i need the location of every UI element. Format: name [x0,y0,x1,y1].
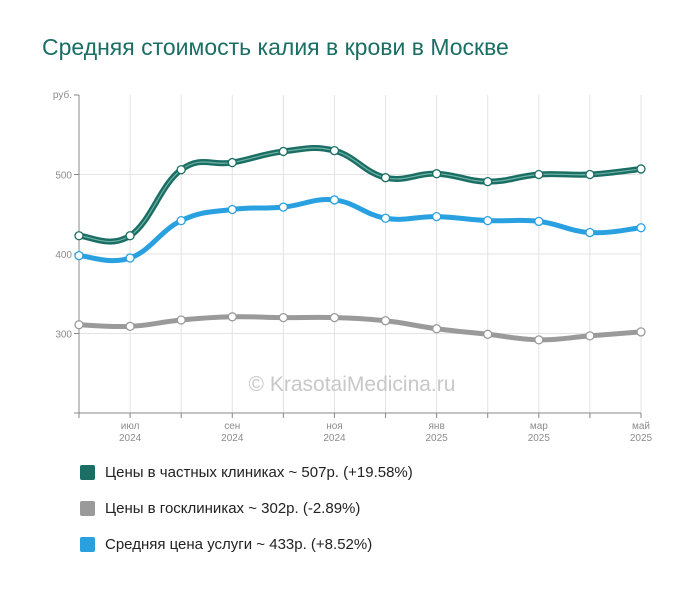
axis-ticks: 300400500руб.июл2024сен2024ноя2024янв202… [53,89,653,444]
data-point [534,335,544,345]
data-point [329,145,340,156]
grid [79,95,642,413]
data-point [636,164,646,174]
data-point [227,204,237,215]
data-point [176,165,186,175]
data-point [431,324,442,334]
data-point [74,320,84,330]
data-point [74,250,84,261]
legend-label-average: Средняя цена услуги ~ 433р. (+8.52%) [105,536,373,553]
data-point [380,213,391,223]
legend-swatch-average [80,537,95,552]
chart-title: Средняя стоимость калия в крови в Москве [42,34,509,60]
x-tick-label-year: 2024 [323,433,346,444]
data-point [483,215,493,226]
legend: Цены в частных клиниках ~ 507р. (+19.58%… [80,463,413,571]
data-point [125,253,135,263]
x-tick-label-month: ноя [326,421,343,432]
data-point [431,211,442,222]
data-point [380,173,391,183]
data-point [329,312,340,323]
data-point [278,312,289,323]
legend-item-state[interactable]: Цены в госклиниках ~ 302р. (-2.89%) [80,499,413,518]
x-tick-label-year: 2024 [221,433,244,444]
series-line [76,314,644,343]
x-tick-label-month: янв [429,421,445,432]
data-point [125,231,135,241]
series-group [74,144,646,345]
data-point [636,223,646,233]
data-point [585,227,595,238]
legend-swatch-state [80,501,95,516]
data-point [380,316,391,326]
y-tick-label: 400 [55,250,72,261]
x-tick-label-year: 2025 [528,433,551,444]
x-tick-label-year: 2025 [426,433,449,444]
data-point [431,169,442,179]
legend-item-average[interactable]: Средняя цена услуги ~ 433р. (+8.52%) [80,535,413,554]
data-point [278,146,289,157]
data-point [227,157,237,168]
data-point [329,195,340,205]
series-2 [74,312,646,345]
data-point [483,329,493,339]
y-unit-label: руб. [53,89,72,101]
data-point [74,231,84,241]
legend-item-private[interactable]: Цены в частных клиниках ~ 507р. (+19.58%… [80,463,413,482]
x-tick-label-year: 2024 [119,433,142,444]
y-tick-label: 300 [55,330,72,341]
x-tick-label-month: мар [530,421,548,432]
legend-label-state: Цены в госклиниках ~ 302р. (-2.89%) [105,500,361,517]
series-1 [74,195,646,264]
data-point [278,202,289,212]
data-point [483,177,493,187]
data-point [125,321,135,331]
x-tick-label-month: июл [121,421,140,432]
watermark: © KrasotaiMedicina.ru [249,373,456,396]
legend-label-private: Цены в частных клиниках ~ 507р. (+19.58%… [105,464,413,481]
x-tick-label-month: май [632,421,650,432]
x-tick-label-year: 2025 [630,433,653,444]
data-point [227,312,237,322]
line-chart: 300400500руб.июл2024сен2024ноя2024янв202… [53,89,653,444]
data-point [585,169,595,180]
series-0 [74,144,646,245]
x-tick-label-month: сен [224,421,240,432]
data-point [636,327,646,337]
legend-swatch-private [80,465,95,480]
data-point [534,169,544,180]
data-point [176,215,186,226]
data-point [176,315,186,325]
data-point [534,216,544,227]
data-point [585,331,595,341]
y-tick-label: 500 [55,171,72,182]
series-line [76,197,644,264]
